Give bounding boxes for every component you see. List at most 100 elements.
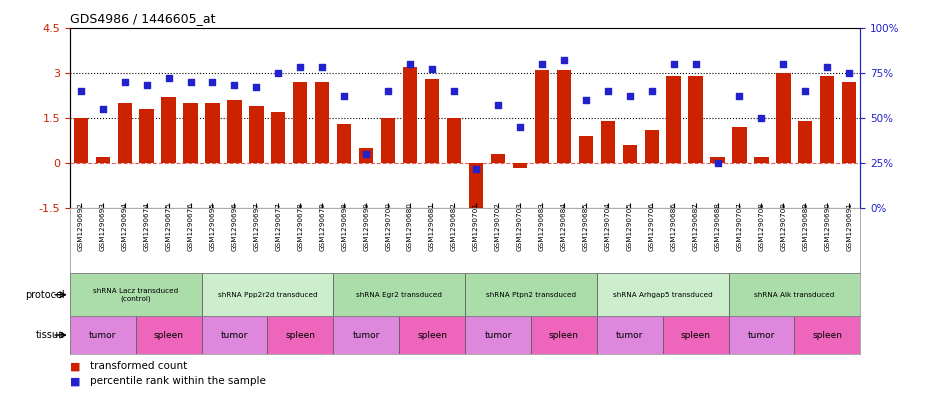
Text: shRNA Ptpn2 transduced: shRNA Ptpn2 transduced <box>485 292 576 298</box>
Bar <box>70 316 136 354</box>
Point <box>73 88 88 94</box>
Bar <box>531 316 597 354</box>
Text: ■: ■ <box>70 376 80 386</box>
Point <box>359 151 374 157</box>
Text: percentile rank within the sample: percentile rank within the sample <box>90 376 266 386</box>
Point <box>754 115 769 121</box>
Bar <box>794 316 860 354</box>
Bar <box>820 76 834 163</box>
Point <box>95 106 110 112</box>
Bar <box>688 76 703 163</box>
Bar <box>557 70 571 163</box>
Point <box>161 75 176 81</box>
Bar <box>798 121 813 163</box>
Point <box>380 88 395 94</box>
Bar <box>728 316 794 354</box>
Text: tumor: tumor <box>748 331 775 340</box>
Bar <box>227 100 242 163</box>
Bar <box>535 70 549 163</box>
Bar <box>662 316 728 354</box>
Bar <box>333 316 399 354</box>
Bar <box>206 103 219 163</box>
Bar <box>667 76 681 163</box>
Point <box>512 124 527 130</box>
Text: tissue: tissue <box>36 330 65 340</box>
Bar <box>622 145 637 163</box>
Point <box>666 61 681 67</box>
Point <box>622 93 637 99</box>
Bar <box>202 316 267 354</box>
Bar <box>465 273 597 316</box>
Bar <box>202 273 333 316</box>
Text: tumor: tumor <box>352 331 379 340</box>
Bar <box>315 82 329 163</box>
Point <box>490 102 505 108</box>
Point <box>227 82 242 88</box>
Text: tumor: tumor <box>89 331 116 340</box>
Bar <box>601 121 615 163</box>
Point <box>842 70 857 76</box>
Bar <box>399 316 465 354</box>
Bar <box>249 106 263 163</box>
Point <box>425 66 440 72</box>
Bar <box>425 79 439 163</box>
Point <box>556 57 571 63</box>
Bar <box>578 136 593 163</box>
Text: spleen: spleen <box>153 331 183 340</box>
Point <box>688 61 703 67</box>
Bar <box>491 154 505 163</box>
Point <box>315 64 330 70</box>
Text: tumor: tumor <box>220 331 248 340</box>
Point <box>183 79 198 85</box>
Bar <box>162 97 176 163</box>
Point <box>271 70 286 76</box>
Point <box>711 160 725 166</box>
Text: shRNA Ppp2r2d transduced: shRNA Ppp2r2d transduced <box>218 292 317 298</box>
Text: spleen: spleen <box>812 331 843 340</box>
Bar <box>272 112 286 163</box>
Point <box>535 61 550 67</box>
Bar <box>644 130 658 163</box>
Point <box>600 88 615 94</box>
Point <box>403 61 418 67</box>
Bar <box>732 127 747 163</box>
Bar <box>512 163 527 167</box>
Text: tumor: tumor <box>485 331 512 340</box>
Bar <box>728 273 860 316</box>
Point <box>446 88 461 94</box>
Bar <box>136 316 202 354</box>
Point <box>644 88 659 94</box>
Bar <box>777 73 790 163</box>
Point <box>140 82 154 88</box>
Bar <box>381 118 395 163</box>
Bar <box>337 124 352 163</box>
Bar <box>843 82 857 163</box>
Bar <box>711 157 724 163</box>
Point <box>293 64 308 70</box>
Point <box>820 64 835 70</box>
Bar <box>403 67 418 163</box>
Bar <box>117 103 132 163</box>
Text: spleen: spleen <box>681 331 711 340</box>
Text: tumor: tumor <box>616 331 644 340</box>
Point <box>117 79 132 85</box>
Bar <box>293 82 308 163</box>
Bar <box>333 273 465 316</box>
Bar <box>597 316 662 354</box>
Bar <box>447 118 461 163</box>
Point <box>798 88 813 94</box>
Point <box>776 61 790 67</box>
Bar <box>359 148 373 163</box>
Point <box>337 93 352 99</box>
Text: shRNA Lacz transduced
(control): shRNA Lacz transduced (control) <box>93 288 179 301</box>
Bar <box>140 109 153 163</box>
Bar <box>96 157 110 163</box>
Bar <box>70 273 202 316</box>
Text: spleen: spleen <box>549 331 578 340</box>
Text: transformed count: transformed count <box>90 361 188 371</box>
Bar <box>183 103 198 163</box>
Point <box>578 97 593 103</box>
Text: shRNA Alk transduced: shRNA Alk transduced <box>754 292 834 298</box>
Point <box>205 79 219 85</box>
Point <box>249 84 264 90</box>
